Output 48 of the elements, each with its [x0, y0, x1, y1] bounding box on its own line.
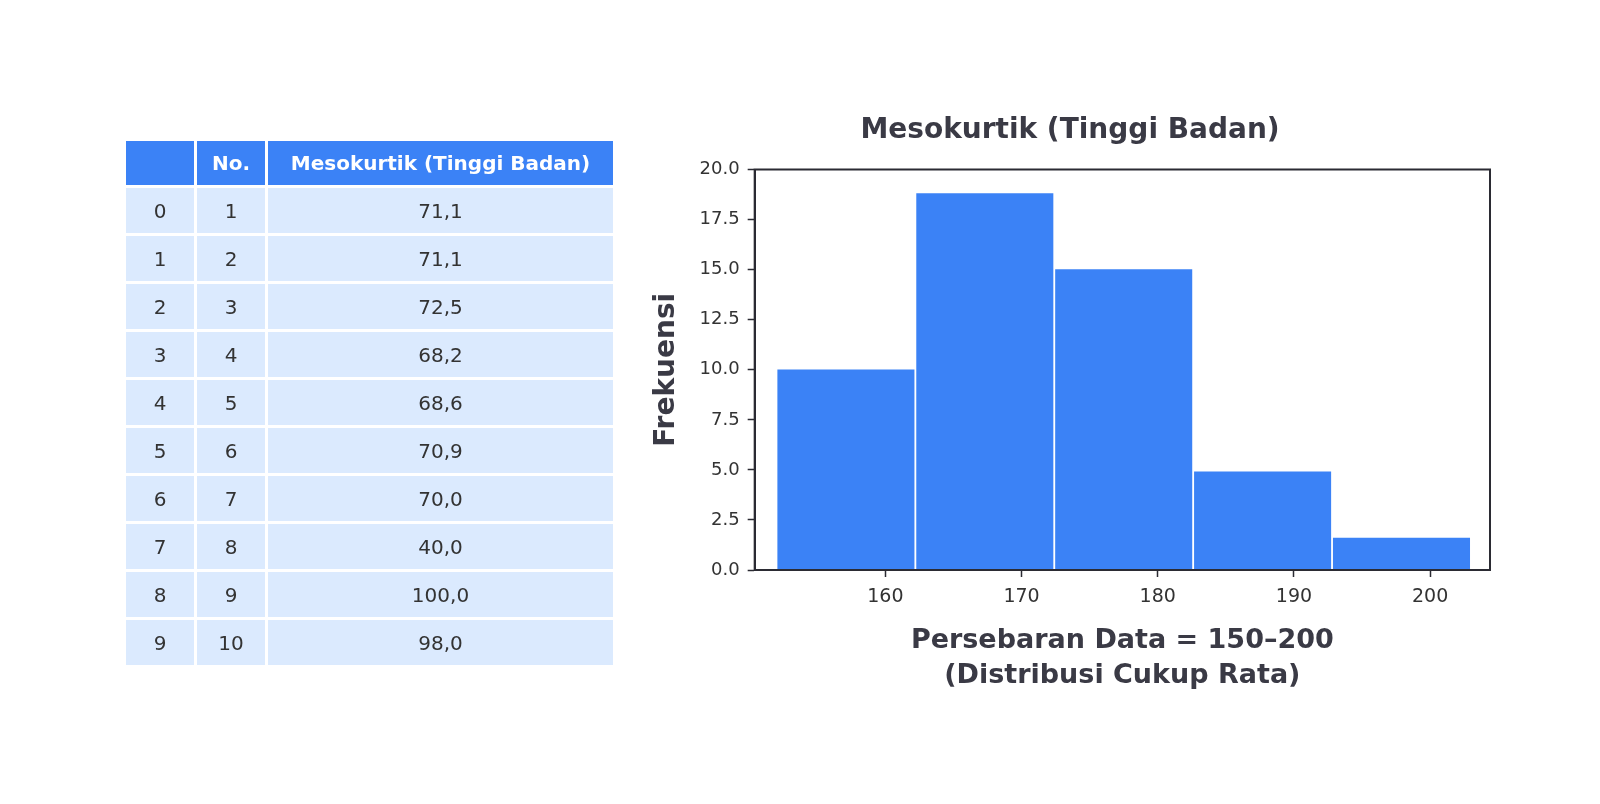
y-tick-label: 1	[126, 236, 194, 281]
data-label: 6	[197, 428, 265, 473]
data-label: 3	[197, 284, 265, 329]
y-tick-label: 10.0	[699, 357, 740, 379]
y-tick-label: 17.5	[699, 207, 740, 229]
data-label: 9	[197, 572, 265, 617]
data-label: 10	[197, 620, 265, 665]
data-label: 98,0	[268, 620, 613, 665]
data-label: 70,0	[268, 476, 613, 521]
data-label: 40,0	[268, 524, 613, 569]
data-label: 100,0	[268, 572, 613, 617]
y-tick-label: 0.0	[711, 557, 740, 579]
y-tick-label: 2.5	[711, 507, 740, 529]
y-tick-label: 5.0	[711, 457, 740, 479]
y-tick-label: 6	[126, 476, 194, 521]
y-tick-label: 20.0	[699, 157, 740, 179]
data-label: 68,2	[268, 332, 613, 377]
data-label: 72,5	[268, 284, 613, 329]
data-label: 71,1	[268, 236, 613, 281]
x-axis-title: Persebaran Data = 150–200 (Distribusi Cukup Rata)	[910, 623, 1334, 690]
y-tick-label: 12.5	[699, 307, 740, 329]
data-label: 70,9	[268, 428, 613, 473]
chart-title: Mesokurtik (Tinggi Badan)	[860, 112, 1280, 146]
data-label: 4	[197, 332, 265, 377]
y-tick-label: 2	[126, 284, 194, 329]
x-tick-label: No.	[197, 141, 265, 185]
y-tick-label: 9	[126, 620, 194, 665]
x-tick-label: 170	[1003, 584, 1040, 607]
data-label: 1	[197, 188, 265, 233]
y-tick-label: 8	[126, 572, 194, 617]
data-label: 8	[197, 524, 265, 569]
y-tick-label: 15.0	[699, 257, 740, 279]
y-tick-label: 0	[126, 188, 194, 233]
y-tick-label: 3	[126, 332, 194, 377]
x-tick-label: 200	[1411, 584, 1449, 607]
y-tick-label: 7.5	[711, 407, 740, 429]
data-label: 2	[197, 236, 265, 281]
y-axis-title: Frekuensi	[648, 292, 682, 447]
y-tick-label: 4	[126, 380, 194, 425]
y-tick-label: 7	[126, 524, 194, 569]
data-label: 5	[197, 380, 265, 425]
x-tick-label: 190	[1275, 584, 1313, 607]
x-tick-label: 180	[1139, 584, 1176, 607]
y-tick-label: 5	[126, 428, 194, 473]
data-label: 68,6	[268, 380, 613, 425]
data-label: 71,1	[268, 188, 613, 233]
x-tick-label: 160	[867, 584, 904, 607]
data-label: 7	[197, 476, 265, 521]
